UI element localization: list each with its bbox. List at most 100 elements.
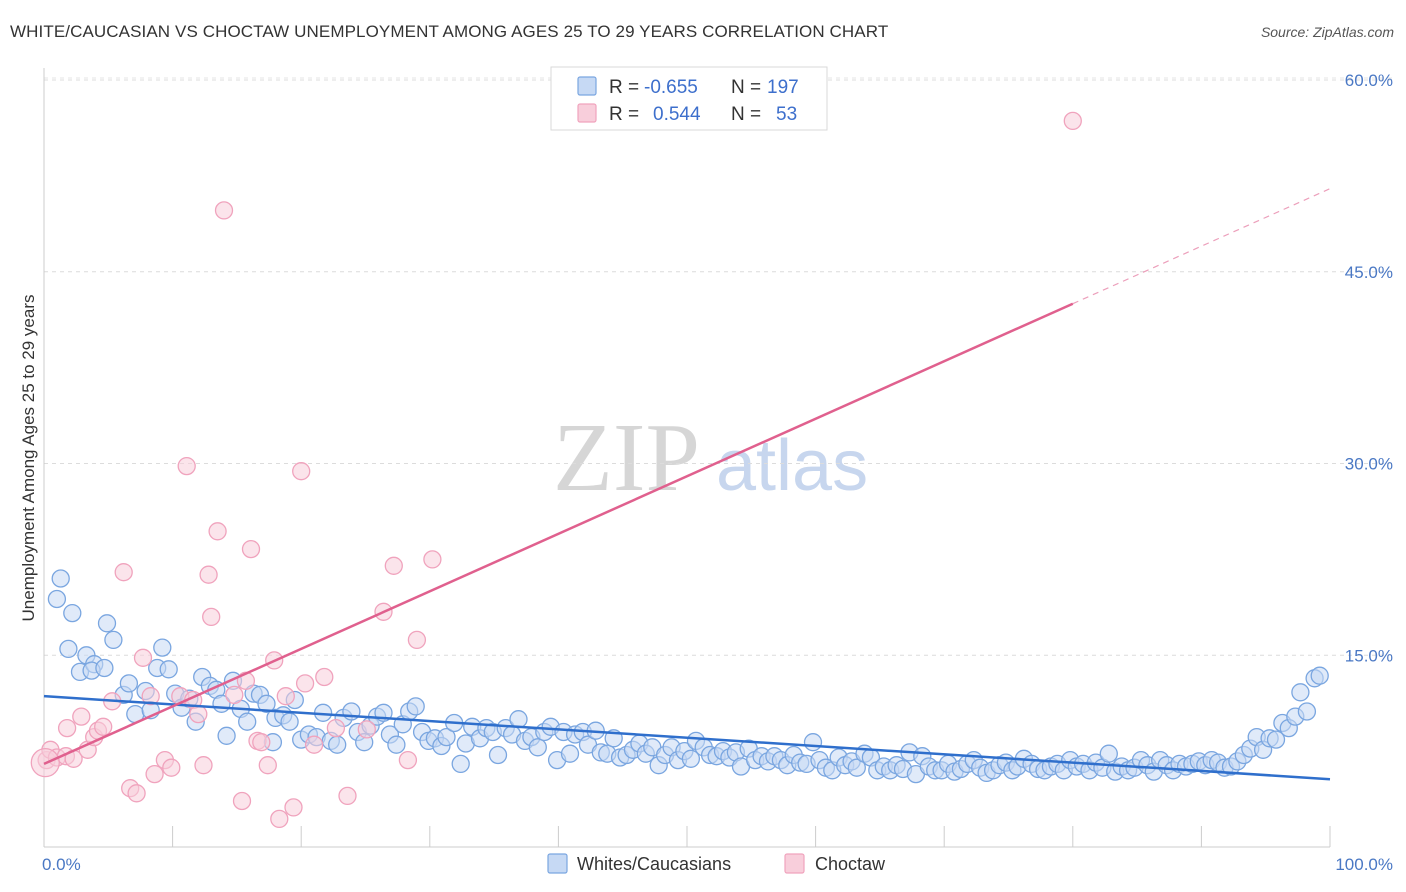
x-tick-label-min: 0.0% <box>42 855 81 874</box>
bottom-legend-swatch-whites <box>547 853 568 874</box>
choctaw-point-17 <box>145 764 164 784</box>
whites-point-75 <box>528 738 547 757</box>
choctaw-point-35 <box>258 756 277 775</box>
whites-point-63 <box>451 754 470 774</box>
legend-r-value-whites: -0.655 <box>644 77 698 98</box>
choctaw-point-51 <box>423 550 442 569</box>
choctaw-point-38 <box>276 687 295 706</box>
choctaw-point-44 <box>326 718 346 738</box>
whites-point-27 <box>217 726 236 745</box>
gridlines <box>44 77 1393 656</box>
choctaw-point-30 <box>232 791 252 811</box>
choctaw-point-41 <box>295 674 315 693</box>
trend-lines <box>43 188 1331 781</box>
choctaw-point-40 <box>292 462 311 481</box>
whites-point-164 <box>1099 744 1118 763</box>
choctaw-point-50 <box>407 630 427 650</box>
legend-r-label-whites: R = <box>609 77 639 98</box>
choctaw-point-19 <box>162 758 181 777</box>
choctaw-point-15 <box>133 648 153 667</box>
watermark-zip: ZIP <box>553 404 700 512</box>
whites-point-2 <box>63 603 82 623</box>
choctaw-point-52 <box>1063 111 1082 131</box>
legend-r-value-choctaw: 0.544 <box>653 104 701 125</box>
choctaw-point-25 <box>199 565 218 584</box>
whites-trend-line <box>43 694 1331 781</box>
choctaw-point-16 <box>141 687 160 706</box>
legend-box <box>550 66 828 131</box>
whites-point-1 <box>51 569 70 588</box>
whites-point-30 <box>238 712 257 731</box>
choctaw-point-45 <box>338 786 357 806</box>
choctaw-point-6 <box>72 707 91 726</box>
chart-title: WHITE/CAUCASIAN VS CHOCTAW UNEMPLOYMENT … <box>10 22 889 41</box>
choctaw-point-39 <box>284 798 303 817</box>
whites-point-10 <box>95 658 114 678</box>
whites-point-8 <box>97 614 117 633</box>
y-tick-label-2: 45.0% <box>1345 263 1393 282</box>
legend-r-label-choctaw: R = <box>609 104 639 125</box>
whites-point-69 <box>488 745 508 765</box>
choctaw-point-34 <box>252 733 271 752</box>
x-tick-label-max: 100.0% <box>1335 855 1393 874</box>
choctaw-point-42 <box>304 735 324 754</box>
y-axis-label: Unemployment Among Ages 25 to 29 years <box>19 295 38 622</box>
choctaw-point-26 <box>202 607 221 627</box>
whites-point-125 <box>847 758 866 777</box>
choctaw-point-24 <box>194 756 213 775</box>
choctaw-trend-line <box>43 302 1074 766</box>
choctaw-point-29 <box>225 685 244 705</box>
legend-n-value-choctaw: 53 <box>776 104 797 125</box>
legend-swatch-whites <box>577 76 597 96</box>
whites-point-99 <box>681 749 701 768</box>
whites-point-53 <box>387 735 406 754</box>
series-legend: Whites/Caucasians Choctaw <box>547 853 886 874</box>
choctaw-point-49 <box>398 750 418 770</box>
choctaw-point-10 <box>94 717 113 736</box>
source-label: Source: ZipAtlas.com <box>1260 24 1394 40</box>
y-tick-label-1: 30.0% <box>1345 455 1393 474</box>
data-points <box>30 111 1329 829</box>
choctaw-point-28 <box>214 201 234 220</box>
choctaw-point-27 <box>208 522 227 541</box>
whites-point-3 <box>59 639 78 659</box>
bottom-legend-label-choctaw: Choctaw <box>815 854 886 874</box>
whites-point-56 <box>406 697 425 716</box>
choctaw-point-43 <box>315 667 334 687</box>
y-tick-label-3: 60.0% <box>1345 71 1393 90</box>
whites-point-72 <box>509 710 528 729</box>
choctaw-point-23 <box>189 704 208 724</box>
choctaw-point-14 <box>127 784 146 803</box>
whites-point-118 <box>803 733 823 752</box>
whites-point-18 <box>159 660 178 679</box>
choctaw-point-46 <box>357 720 376 739</box>
choctaw-point-32 <box>241 539 261 559</box>
choctaw-point-4 <box>57 718 77 738</box>
whites-point-197 <box>1310 666 1329 685</box>
whites-point-194 <box>1291 683 1310 702</box>
axes <box>43 68 1331 848</box>
whites-point-12 <box>119 674 139 693</box>
bottom-legend-label-whites: Whites/Caucasians <box>577 854 731 874</box>
bottom-legend-swatch-choctaw <box>784 853 805 874</box>
choctaw-point-21 <box>177 456 196 476</box>
whites-point-37 <box>280 712 299 731</box>
correlation-legend: R = -0.655 N = 197 R = 0.544 N = 53 <box>550 66 828 131</box>
whites-point-0 <box>47 589 67 609</box>
choctaw-point-37 <box>270 809 289 829</box>
legend-swatch-choctaw <box>577 103 597 123</box>
y-tick-label-0: 15.0% <box>1345 646 1393 665</box>
whites-point-9 <box>104 630 123 650</box>
legend-n-label-whites: N = <box>731 77 761 98</box>
choctaw-trend-line-extension <box>1072 188 1331 305</box>
choctaw-point-48 <box>384 556 403 575</box>
whites-point-190 <box>1266 730 1286 749</box>
whites-point-80 <box>560 744 580 763</box>
whites-point-17 <box>153 638 172 657</box>
whites-point-44 <box>328 735 347 754</box>
whites-point-195 <box>1297 702 1317 721</box>
tick-labels: 15.0% 30.0% 45.0% 60.0% <box>1345 71 1393 665</box>
watermark-atlas: atlas <box>716 426 868 506</box>
legend-n-value-whites: 197 <box>767 77 799 98</box>
